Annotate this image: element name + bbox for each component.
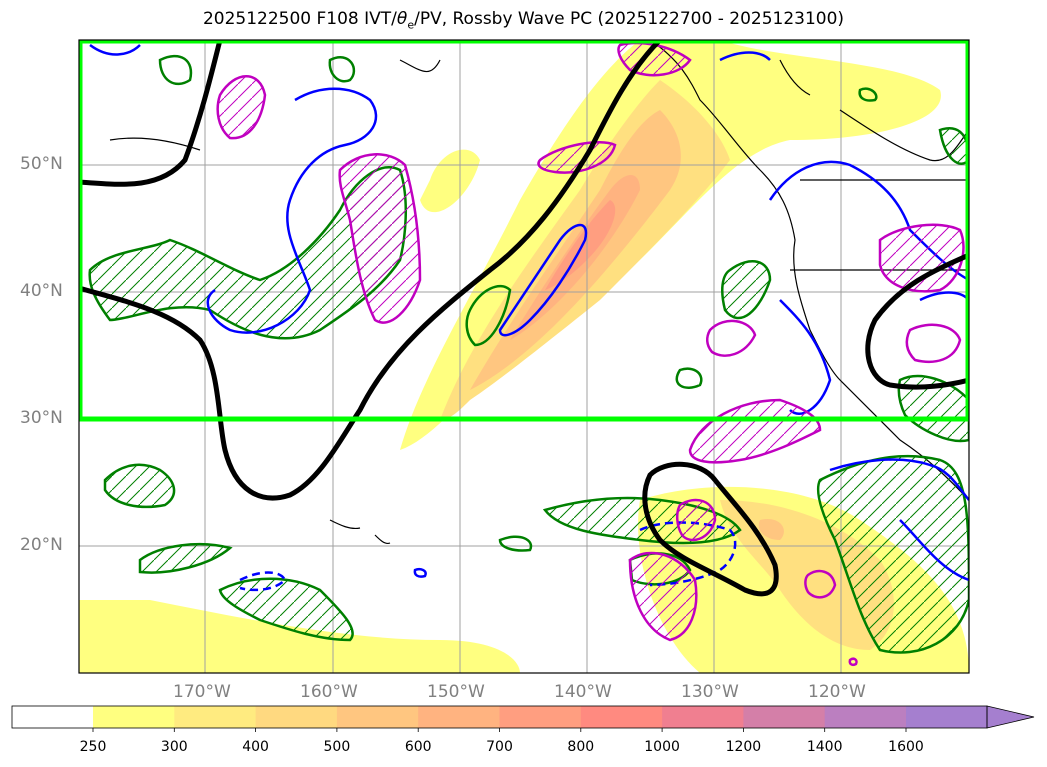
lon-label-130w: 130°W — [681, 682, 739, 702]
lon-label-150w: 150°W — [427, 682, 485, 702]
lat-label-30n: 30°N — [20, 408, 63, 428]
colorbar-segment — [336, 706, 419, 728]
map-frame — [78, 39, 970, 674]
colorbar-segment — [824, 706, 907, 728]
colorbar-tick-label: 250 — [79, 739, 107, 755]
colorbar-tick-label: 700 — [486, 739, 513, 755]
colorbar-segment — [418, 706, 500, 728]
figure-title: 2025122500 F108 IVT/θe/PV, Rossby Wave P… — [202, 9, 845, 32]
colorbar-tick-label: 1000 — [644, 739, 680, 755]
colorbar-tick-label: 1200 — [725, 739, 762, 755]
lon-label-140w: 140°W — [554, 682, 612, 702]
colorbar-segment — [906, 706, 988, 728]
colorbar-segment — [743, 706, 826, 728]
lat-label-40n: 40°N — [20, 281, 63, 301]
colorbar-segment — [662, 706, 744, 728]
lon-label-160w: 160°W — [300, 682, 358, 702]
colorbar-tick-label: 400 — [242, 739, 269, 755]
lat-label-50n: 50°N — [20, 154, 63, 174]
lat-label-20n: 20°N — [20, 535, 63, 555]
colorbar-extend-arrow — [986, 705, 1035, 729]
colorbar-tick-label: 600 — [404, 739, 432, 755]
theta-e-cold-contours — [216, 41, 965, 667]
colorbar-under-segment — [12, 706, 93, 728]
colorbar-segment — [580, 706, 663, 728]
colorbar-segment — [93, 706, 175, 728]
colorbar-tick-label: 1600 — [888, 739, 924, 755]
colorbar-tick-label: 300 — [160, 739, 188, 755]
colorbar-tick-label: 1400 — [806, 739, 843, 755]
lon-label-170w: 170°W — [173, 682, 231, 702]
colorbar-segment — [255, 706, 338, 728]
colorbar — [11, 705, 1035, 732]
colorbar-segment — [499, 706, 582, 728]
rossby-wave-pc-contours — [79, 40, 969, 597]
colorbar-segment — [174, 706, 257, 728]
region-box — [79, 40, 969, 422]
colorbar-tick-label: 800 — [567, 739, 595, 755]
lon-label-120w: 120°W — [808, 682, 866, 702]
colorbar-tick-label: 500 — [323, 739, 351, 755]
